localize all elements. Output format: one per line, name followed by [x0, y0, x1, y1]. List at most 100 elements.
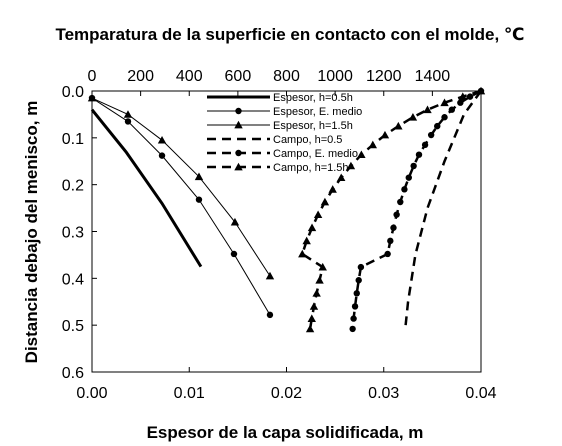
series-point	[87, 93, 97, 102]
series-point	[350, 315, 357, 322]
series-line	[91, 97, 271, 277]
x-bottom-tick-label: 0.03	[368, 385, 399, 402]
series-line	[90, 108, 203, 268]
series-point	[466, 93, 474, 100]
series-0	[90, 108, 203, 268]
y-tick-label: 0.4	[62, 271, 84, 288]
x-top-tick-label: 0	[88, 68, 97, 85]
legend-marker	[234, 120, 243, 129]
series-point	[476, 86, 486, 95]
series-line	[404, 90, 483, 326]
legend: Espesor, h=0.5h Espesor, E. medio Espesor,…	[207, 92, 362, 174]
series-point	[309, 302, 319, 310]
series-point	[337, 173, 346, 182]
series-5	[298, 86, 486, 333]
series-point	[302, 236, 311, 245]
series-point	[427, 131, 435, 139]
y-tick-label: 0.6	[62, 365, 84, 382]
legend-entry: Espesor, h=0.5h	[273, 92, 353, 104]
series-point	[423, 105, 432, 114]
series-line	[91, 97, 271, 316]
series-point	[298, 249, 307, 258]
series-point	[157, 135, 167, 144]
y-tick-label: 0.5	[62, 318, 84, 335]
x-bottom-tick-label: 0.02	[271, 385, 302, 402]
series-point	[408, 113, 418, 121]
series-point	[230, 250, 238, 258]
y-axis-label: Distancia debajo del menisco, m	[22, 101, 41, 364]
series-2	[87, 93, 275, 280]
chart-title: Temparatura de la superficie en contacto…	[55, 25, 524, 44]
legend-marker	[235, 107, 242, 115]
x-top-tick-label: 1400	[415, 68, 451, 85]
series-4	[349, 87, 485, 333]
series-point	[421, 141, 429, 149]
series-point	[387, 237, 394, 245]
y-tick-label: 0.3	[62, 225, 84, 242]
legend-marker	[234, 162, 243, 171]
series-point	[353, 290, 360, 297]
series-point	[394, 121, 403, 130]
x-top-tick-label: 800	[273, 68, 300, 85]
series-point	[401, 186, 408, 193]
x-bottom-tick-label: 0.01	[174, 385, 205, 402]
series-point	[265, 271, 275, 280]
series-point	[351, 303, 359, 310]
x-top-tick-label: 400	[176, 68, 203, 85]
legend-entry: Espesor, E. medio	[273, 106, 362, 118]
series-point	[410, 162, 417, 170]
series-point	[346, 161, 356, 170]
series-point	[328, 185, 337, 193]
series-point	[458, 92, 467, 100]
series-3	[404, 90, 483, 326]
x-top-axis: 0 200 400 600 800 1000 1200 1400	[88, 68, 451, 96]
legend-marker	[235, 149, 242, 157]
legend-entry: Campo, E. medio	[273, 148, 358, 160]
series-point	[405, 174, 412, 181]
series-1	[88, 94, 274, 319]
series-point	[441, 114, 448, 121]
x-top-tick-label: 600	[225, 68, 252, 85]
series-point	[355, 277, 362, 284]
series-point	[357, 263, 365, 271]
series-point	[368, 140, 378, 149]
y-tick-label: 0.1	[62, 131, 84, 148]
series-point	[320, 197, 330, 206]
series-point	[390, 224, 397, 231]
series-line	[351, 89, 482, 330]
series-point	[318, 262, 327, 271]
legend-entry: Espesor, h=1.5h	[273, 120, 353, 132]
y-tick-label: 0.2	[62, 178, 84, 195]
series-point	[415, 151, 423, 158]
series-point	[305, 324, 315, 333]
series-point	[349, 325, 356, 333]
series-point	[384, 250, 391, 258]
series-point	[440, 98, 449, 107]
x-bottom-tick-label: 0.04	[465, 385, 496, 402]
x-top-tick-label: 1000	[317, 68, 353, 85]
series-point	[457, 99, 464, 106]
series-point	[397, 198, 404, 206]
series-point	[307, 223, 317, 232]
series-point	[315, 276, 324, 284]
x-top-tick-label: 1200	[366, 68, 402, 85]
y-tick-label: 0.0	[62, 84, 84, 101]
series-point	[124, 118, 132, 125]
y-axis: 0.0 0.1 0.2 0.3 0.4 0.5 0.6	[62, 84, 97, 382]
legend-entry: Campo, h=0.5	[273, 134, 342, 146]
series-point	[380, 130, 390, 139]
series-point	[158, 152, 166, 159]
series-point	[313, 210, 323, 218]
legend-entry: Campo, h=1.5h	[273, 162, 349, 174]
series-point	[307, 314, 316, 322]
x-bottom-tick-label: 0.00	[76, 385, 107, 402]
series-point	[448, 106, 456, 113]
series-point	[195, 196, 203, 203]
series-point	[194, 172, 204, 181]
series-point	[123, 110, 133, 118]
x-axis-label: Espesor de la capa solidificada, m	[147, 423, 424, 442]
series-point	[312, 289, 321, 297]
series-layer	[87, 86, 486, 333]
series-point	[266, 311, 274, 319]
